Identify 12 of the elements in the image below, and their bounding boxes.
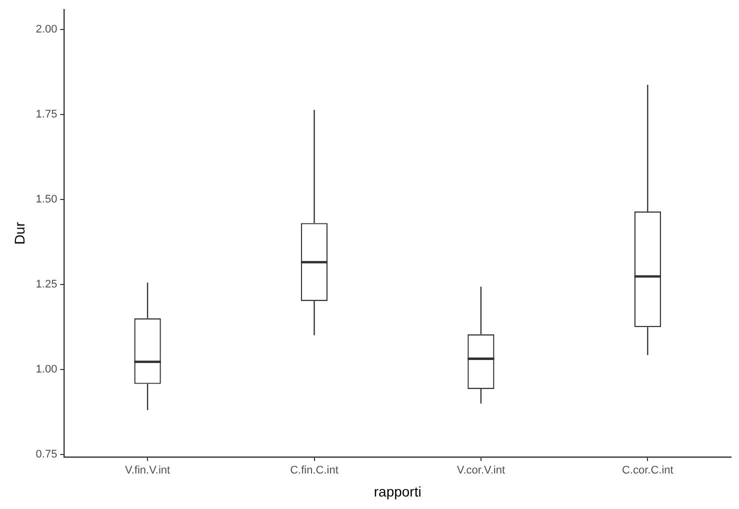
x-tick-label: C.fin.C.int (290, 464, 338, 477)
x-tick-label: C.cor.C.int (622, 464, 674, 477)
x-tick-label: V.cor.V.int (456, 464, 506, 477)
x-tick-label: V.fin.V.int (125, 464, 170, 477)
y-tick-label: 0.75 (36, 448, 58, 460)
x-axis-title: rapporti (374, 483, 422, 500)
y-axis-title: Dur (11, 222, 28, 245)
y-tick-label: 2.00 (36, 23, 58, 36)
y-tick-label: 1.50 (36, 193, 58, 206)
y-tick-label: 1.75 (36, 108, 58, 120)
y-tick-label: 1.25 (36, 278, 58, 290)
y-tick-label: 1.00 (36, 363, 58, 376)
